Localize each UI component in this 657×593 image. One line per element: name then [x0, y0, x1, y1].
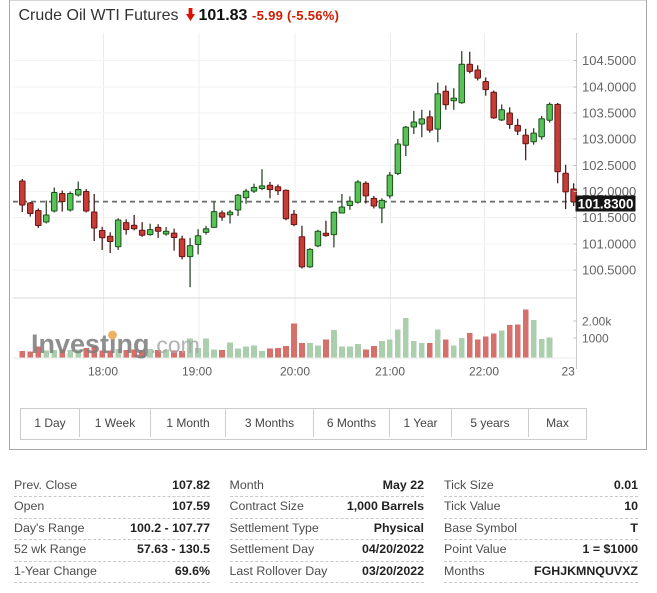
svg-text:Investing: Investing: [31, 329, 150, 359]
svg-text:104.5000: 104.5000: [582, 53, 636, 68]
svg-text:22:00: 22:00: [469, 365, 499, 379]
svg-text:23: 23: [562, 365, 576, 379]
svg-text:102.5000: 102.5000: [582, 158, 636, 173]
svg-text:1000: 1000: [582, 332, 609, 346]
svg-text:102.0000: 102.0000: [582, 184, 636, 199]
svg-text:100.5000: 100.5000: [582, 263, 636, 278]
svg-text:101.5000: 101.5000: [582, 210, 636, 225]
svg-text:18:00: 18:00: [88, 365, 118, 379]
svg-text:101.8300: 101.8300: [578, 196, 634, 211]
svg-text:101.0000: 101.0000: [582, 236, 636, 251]
svg-text:21:00: 21:00: [375, 365, 405, 379]
svg-text:.com: .com: [150, 332, 200, 358]
svg-text:2.00k: 2.00k: [582, 315, 612, 329]
svg-text:103.0000: 103.0000: [582, 132, 636, 147]
svg-text:19:00: 19:00: [182, 365, 212, 379]
svg-text:20:00: 20:00: [280, 365, 310, 379]
svg-text:104.0000: 104.0000: [582, 79, 636, 94]
svg-text:103.5000: 103.5000: [582, 106, 636, 121]
